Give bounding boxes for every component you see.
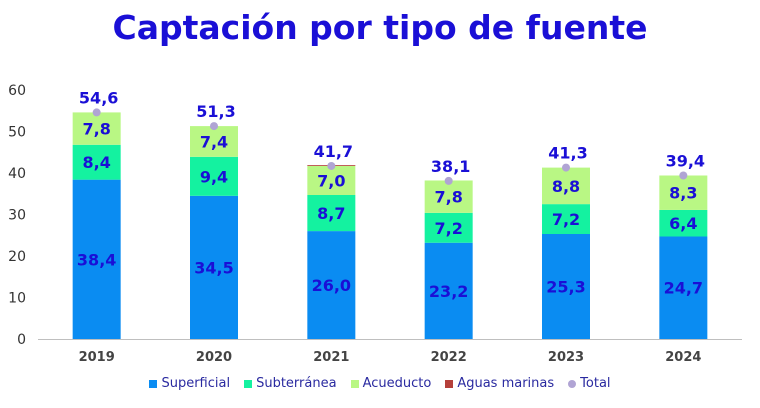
bar-acueducto [72, 112, 121, 145]
total-point [92, 108, 101, 117]
bar-superficial [659, 236, 708, 339]
legend-label: Total [580, 376, 611, 391]
x-category-label: 2024 [665, 350, 701, 365]
bar-subterranea [307, 194, 356, 232]
data-label-superficial: 38,4 [77, 250, 116, 269]
legend-item: Aguas marinas [445, 376, 554, 391]
y-tick-label: 60 [8, 83, 26, 99]
data-label-acueducto: 8,8 [552, 177, 580, 196]
data-label-superficial: 24,7 [664, 279, 703, 298]
bar-acueducto [659, 175, 708, 210]
total-label: 51,3 [196, 102, 235, 121]
data-label-acueducto: 8,3 [669, 184, 697, 203]
bar-superficial [307, 231, 356, 339]
data-label-subterranea: 6,4 [669, 214, 697, 233]
total-point [327, 161, 336, 170]
bar-superficial [72, 179, 121, 339]
y-tick-label: 10 [8, 291, 26, 307]
total-point [679, 171, 688, 180]
bar-superficial [542, 234, 590, 339]
chart-legend: Superficial Subterránea Acueducto Aguas mar… [0, 376, 760, 391]
legend-swatch [445, 379, 454, 388]
bar-subterranea [542, 204, 590, 235]
total-point [444, 176, 453, 185]
legend-label: Superficial [161, 376, 231, 391]
bar-subterranea [72, 144, 121, 180]
legend-label: Acueducto [362, 376, 432, 391]
bar-superficial [424, 242, 473, 339]
legend-swatch [350, 379, 359, 388]
total-label: 54,6 [79, 88, 118, 107]
y-tick-label: 30 [8, 208, 26, 224]
bar-superficial [190, 195, 238, 339]
bar-acueducto [190, 126, 238, 157]
bar-subterranea [190, 156, 238, 196]
x-category-label: 2019 [79, 350, 115, 365]
data-label-superficial: 34,5 [194, 258, 233, 277]
legend-label: Subterránea [256, 376, 337, 391]
data-label-acueducto: 7,8 [82, 120, 110, 139]
data-label-subterranea: 9,4 [200, 167, 228, 186]
data-label-superficial: 25,3 [546, 278, 585, 297]
data-label-acueducto: 7,0 [317, 171, 345, 190]
total-label: 38,1 [431, 157, 470, 176]
y-tick-label: 40 [8, 166, 26, 182]
bar-subterranea [424, 212, 473, 243]
legend-swatch [568, 379, 577, 388]
legend-label: Aguas marinas [457, 376, 555, 391]
data-label-superficial: 23,2 [429, 282, 468, 301]
data-label-subterranea: 8,4 [82, 153, 110, 172]
total-point [210, 122, 218, 131]
legend-swatch [244, 379, 253, 388]
x-category-label: 2023 [548, 350, 584, 365]
y-tick-label: 0 [17, 332, 26, 348]
bar-subterranea [659, 209, 708, 237]
chart-title: Captación por tipo de fuente [112, 8, 648, 47]
legend-item: Superficial [149, 376, 230, 391]
total-label: 39,4 [666, 151, 705, 170]
bar-acueducto [424, 180, 473, 213]
data-label-acueducto: 7,4 [200, 132, 228, 151]
bar-acueducto [307, 165, 356, 195]
legend-item: Total [568, 376, 611, 391]
x-category-label: 2021 [313, 350, 349, 365]
y-tick-label: 20 [8, 249, 26, 265]
data-label-subterranea: 7,2 [434, 219, 462, 238]
data-label-subterranea: 7,2 [552, 210, 580, 229]
bar-acueducto [542, 167, 590, 205]
legend-item: Acueducto [350, 376, 432, 391]
x-category-label: 2022 [431, 350, 467, 365]
total-point [562, 163, 570, 172]
data-label-acueducto: 7,8 [434, 188, 462, 207]
legend-item: Subterránea [244, 376, 337, 391]
data-label-superficial: 26,0 [312, 276, 351, 295]
x-category-label: 2020 [196, 350, 232, 365]
y-tick-label: 50 [8, 125, 26, 141]
legend-swatch [149, 379, 158, 388]
data-label-subterranea: 8,7 [317, 204, 345, 223]
total-label: 41,3 [548, 144, 587, 163]
total-label: 41,7 [314, 142, 353, 161]
